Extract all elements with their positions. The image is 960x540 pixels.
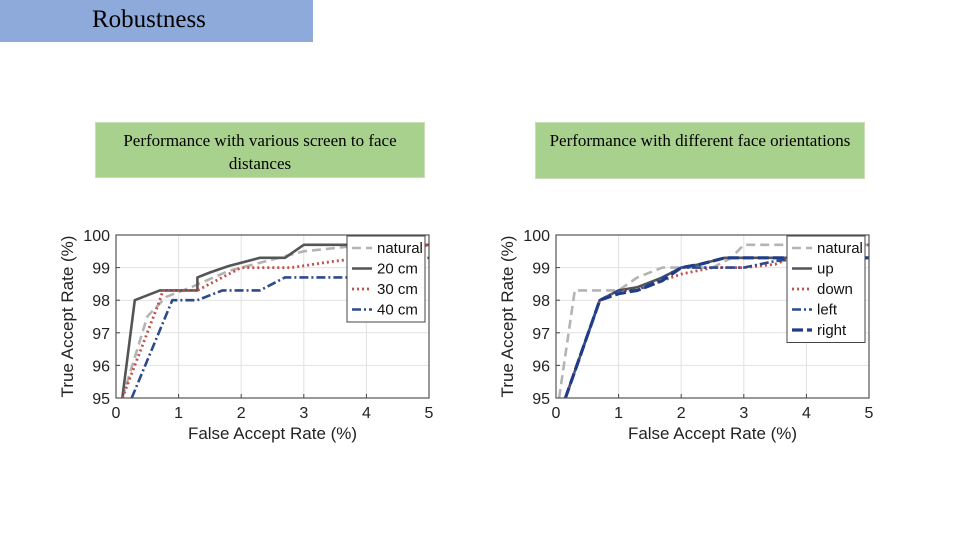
y-tick-label: 95 xyxy=(532,391,550,408)
plot-frame xyxy=(115,234,430,399)
series-line-natural xyxy=(121,243,429,398)
legend-label: 20 cm xyxy=(377,261,418,278)
x-tick-label: 1 xyxy=(174,405,183,422)
x-tick-label: 5 xyxy=(865,405,874,422)
legend-label: natural xyxy=(817,240,863,257)
y-tick-label: 100 xyxy=(523,228,550,245)
caption-face-orientation: Performance with different face orientat… xyxy=(535,122,865,179)
series-line-natural xyxy=(557,243,869,398)
x-axis-label: False Accept Rate (%) xyxy=(628,424,797,443)
x-tick-label: 3 xyxy=(299,405,308,422)
y-tick-label: 100 xyxy=(83,228,110,245)
y-tick-label: 98 xyxy=(532,293,550,310)
legend-label: 40 cm xyxy=(377,302,418,319)
y-tick-label: 96 xyxy=(532,358,550,375)
legend-label: down xyxy=(817,281,853,298)
caption-screen-distance: Performance with various screen to face … xyxy=(95,122,425,178)
y-tick-label: 95 xyxy=(92,391,110,408)
legend-label: 30 cm xyxy=(377,281,418,298)
series-line-left xyxy=(564,256,869,398)
x-tick-label: 1 xyxy=(614,405,623,422)
series-line-30-cm xyxy=(120,243,429,398)
chart-screen-distance: 0 1 2 3 4 5 95 96 97 98 99 100 natural 20 cm 30 cm 40 c… xyxy=(58,228,434,443)
x-tick-label: 0 xyxy=(112,405,121,422)
y-tick-label: 99 xyxy=(532,261,550,278)
legend-label: right xyxy=(817,322,847,339)
x-tick-label: 2 xyxy=(677,405,686,422)
x-tick-label: 2 xyxy=(237,405,246,422)
y-axis-label: True Accept Rate (%) xyxy=(58,236,77,398)
legend-box xyxy=(786,235,866,343)
y-tick-label: 96 xyxy=(92,358,110,375)
x-tick-label: 4 xyxy=(362,405,371,422)
x-tick-label: 0 xyxy=(552,405,561,422)
y-axis-label: True Accept Rate (%) xyxy=(498,236,517,398)
plot-frame xyxy=(555,234,870,399)
slide-title: Robustness xyxy=(92,6,206,33)
legend-label: up xyxy=(817,261,834,278)
x-tick-label: 3 xyxy=(739,405,748,422)
y-tick-label: 98 xyxy=(92,293,110,310)
y-tick-label: 99 xyxy=(92,261,110,278)
chart-face-orientation: 0 1 2 3 4 5 95 96 97 98 99 100 natural up down left righ… xyxy=(498,228,874,443)
legend-box xyxy=(346,235,426,323)
series-line-right xyxy=(563,256,869,398)
legend-label: left xyxy=(817,302,838,319)
y-tick-label: 97 xyxy=(532,326,550,343)
series-line-20-cm xyxy=(121,243,429,398)
title-bar xyxy=(0,0,313,42)
y-tick-label: 97 xyxy=(92,326,110,343)
x-tick-label: 4 xyxy=(802,405,811,422)
series-line-down xyxy=(564,243,869,398)
legend-label: natural xyxy=(377,240,423,257)
x-tick-label: 5 xyxy=(425,405,434,422)
x-axis-label: False Accept Rate (%) xyxy=(188,424,357,443)
